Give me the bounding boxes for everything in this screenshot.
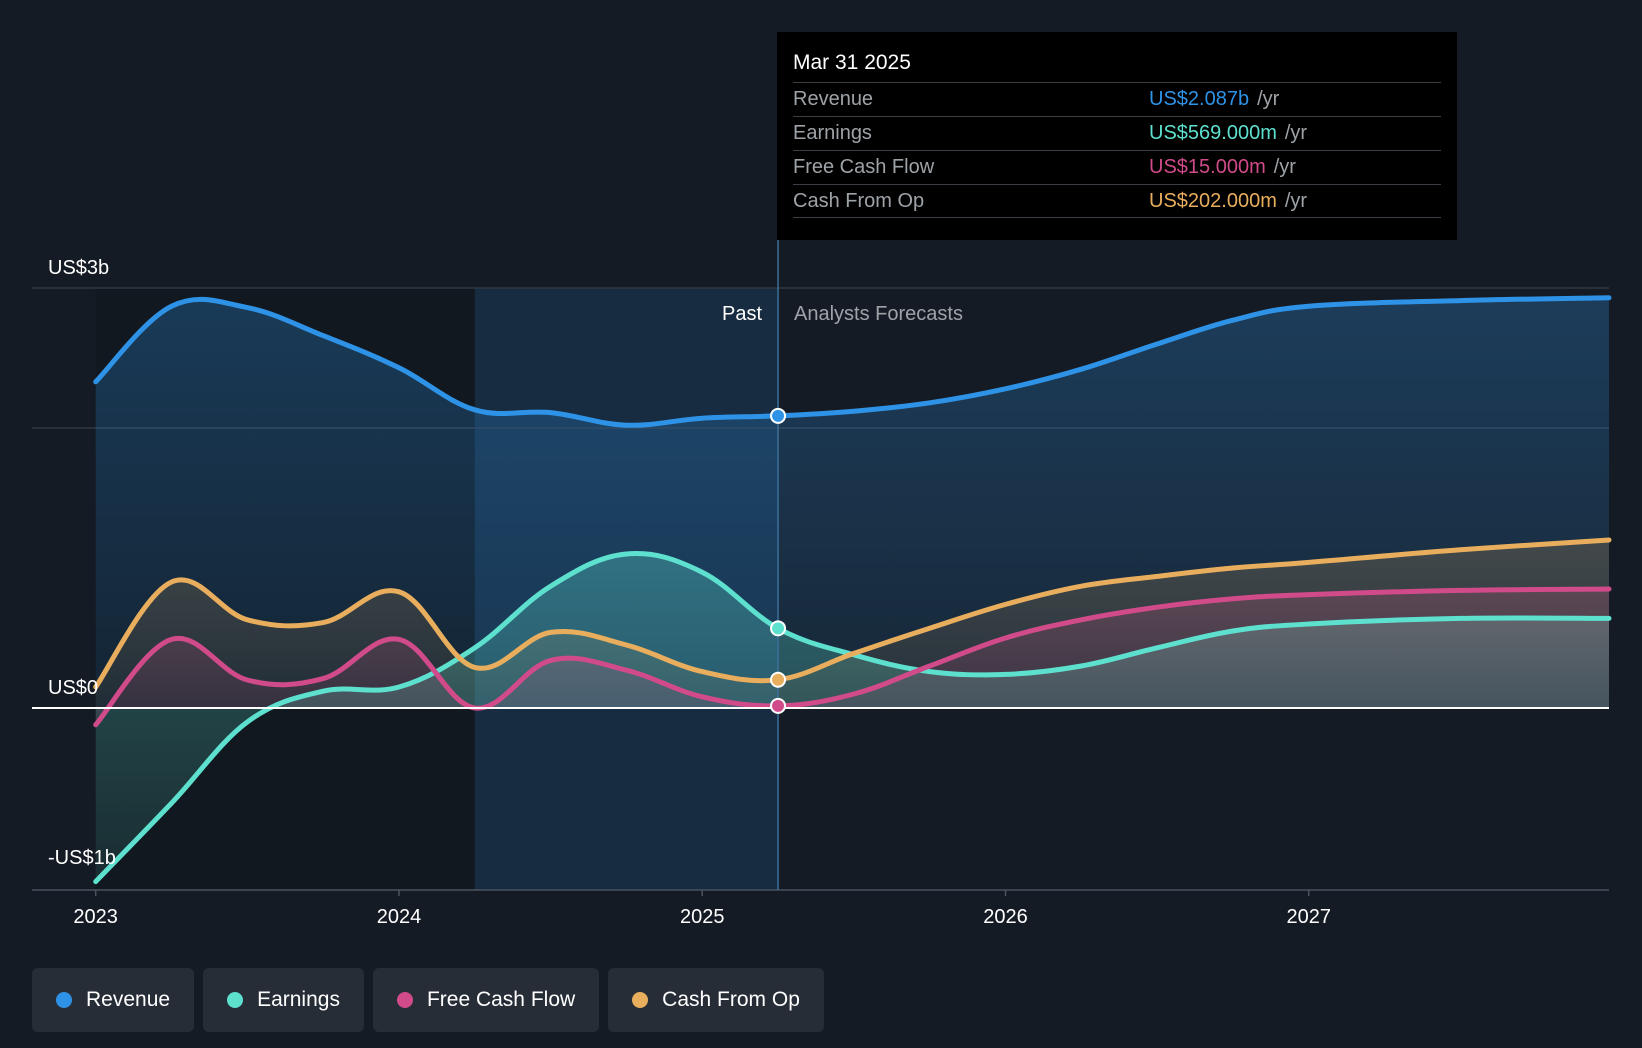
legend: Revenue Earnings Free Cash Flow Cash Fro… — [32, 968, 824, 1032]
x-axis-ticks: 2023 2024 2025 2026 2027 — [73, 890, 1331, 928]
legend-item-fcf[interactable]: Free Cash Flow — [372, 968, 600, 1032]
tooltip-panel: Mar 31 2025 Revenue US$2.087b /yr Earnin… — [777, 32, 1457, 240]
fcf-marker — [770, 697, 787, 714]
legend-label: Earnings — [257, 988, 340, 1011]
y-tick-label: US$0 — [48, 677, 98, 699]
tooltip-row-fcf: Free Cash Flow US$15.000m /yr — [793, 150, 1441, 184]
tooltip-date: Mar 31 2025 — [793, 51, 911, 74]
legend-label: Revenue — [86, 988, 171, 1011]
earnings-dot-icon — [227, 992, 244, 1008]
tooltip-value: US$15.000m — [1149, 156, 1266, 178]
y-tick-label: US$3b — [48, 257, 109, 279]
past-label: Past — [722, 303, 762, 325]
tooltip-value: US$569.000m — [1149, 122, 1277, 144]
tooltip-label: Revenue — [793, 88, 874, 110]
series-areas — [95, 297, 1610, 882]
cfo-area — [95, 540, 1610, 708]
tooltip-row-revenue: Revenue US$2.087b /yr — [793, 82, 1441, 116]
x-tick-label: 2026 — [983, 906, 1028, 928]
revenue-dot-icon — [56, 992, 72, 1008]
forecast-label: Analysts Forecasts — [794, 303, 963, 325]
cfo-dot-icon — [632, 992, 649, 1008]
x-tick-label: 2024 — [377, 906, 422, 928]
tooltip-label: Earnings — [793, 122, 872, 144]
tooltip-unit: /yr — [1284, 122, 1308, 144]
legend-item-cfo[interactable]: Cash From Op — [608, 968, 824, 1032]
legend-item-revenue[interactable]: Revenue — [32, 968, 195, 1032]
x-tick-label: 2025 — [680, 906, 725, 928]
legend-label: Free Cash Flow — [426, 988, 576, 1011]
tooltip-unit: /yr — [1273, 156, 1296, 178]
y-tick-label: -US$1b — [48, 847, 116, 869]
x-tick-label: 2023 — [73, 906, 118, 928]
tooltip-unit: /yr — [1257, 88, 1280, 110]
tooltip-value: US$2.087b — [1149, 88, 1250, 110]
tooltip-label: Free Cash Flow — [793, 156, 935, 178]
tooltip-label: Cash From Op — [793, 189, 925, 212]
legend-label: Cash From Op — [662, 988, 800, 1011]
cfo-marker — [770, 671, 787, 688]
fcf-dot-icon — [396, 992, 413, 1008]
hover-markers — [770, 407, 787, 714]
tooltip-row-earnings: Earnings US$569.000m /yr — [793, 116, 1441, 150]
earnings-marker — [770, 620, 787, 637]
tooltip-value: US$202.000m — [1149, 189, 1277, 212]
y-axis-ticks: US$3b US$0 -US$1b — [48, 257, 116, 869]
tooltip-row-cfo: Cash From Op US$202.000m /yr — [793, 184, 1441, 218]
x-tick-label: 2027 — [1287, 906, 1332, 928]
revenue-marker — [770, 407, 787, 424]
legend-item-earnings[interactable]: Earnings — [203, 968, 364, 1032]
tooltip-unit: /yr — [1284, 189, 1308, 212]
